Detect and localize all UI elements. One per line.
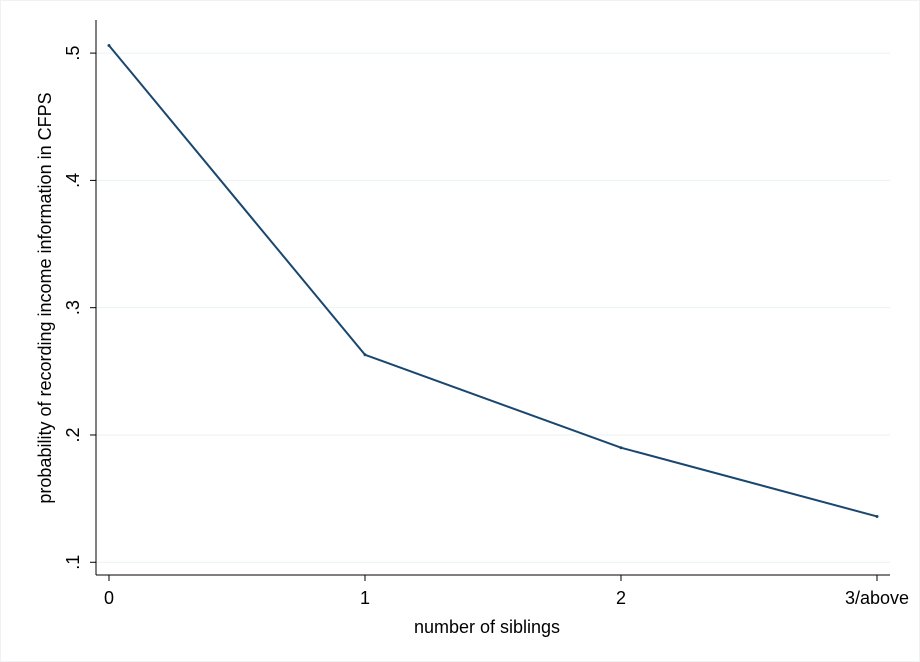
y-tick-label: .4 bbox=[63, 173, 83, 188]
point bbox=[107, 43, 111, 47]
point bbox=[619, 446, 623, 450]
x-tick-label: 0 bbox=[104, 588, 114, 608]
x-tick-label: 1 bbox=[360, 588, 370, 608]
y-tick-label: .1 bbox=[63, 555, 83, 570]
x-tick-label: 2 bbox=[616, 588, 626, 608]
y-axis-label: probability of recording income informat… bbox=[35, 92, 55, 503]
x-tick-label: 3/above bbox=[845, 588, 909, 608]
point bbox=[363, 353, 367, 357]
x-axis-label: number of siblings bbox=[414, 617, 560, 637]
y-tick-label: .3 bbox=[63, 300, 83, 315]
series-line bbox=[108, 44, 878, 518]
y-tick-label: .5 bbox=[63, 46, 83, 61]
point bbox=[875, 514, 879, 518]
y-tick-label: .2 bbox=[63, 427, 83, 442]
